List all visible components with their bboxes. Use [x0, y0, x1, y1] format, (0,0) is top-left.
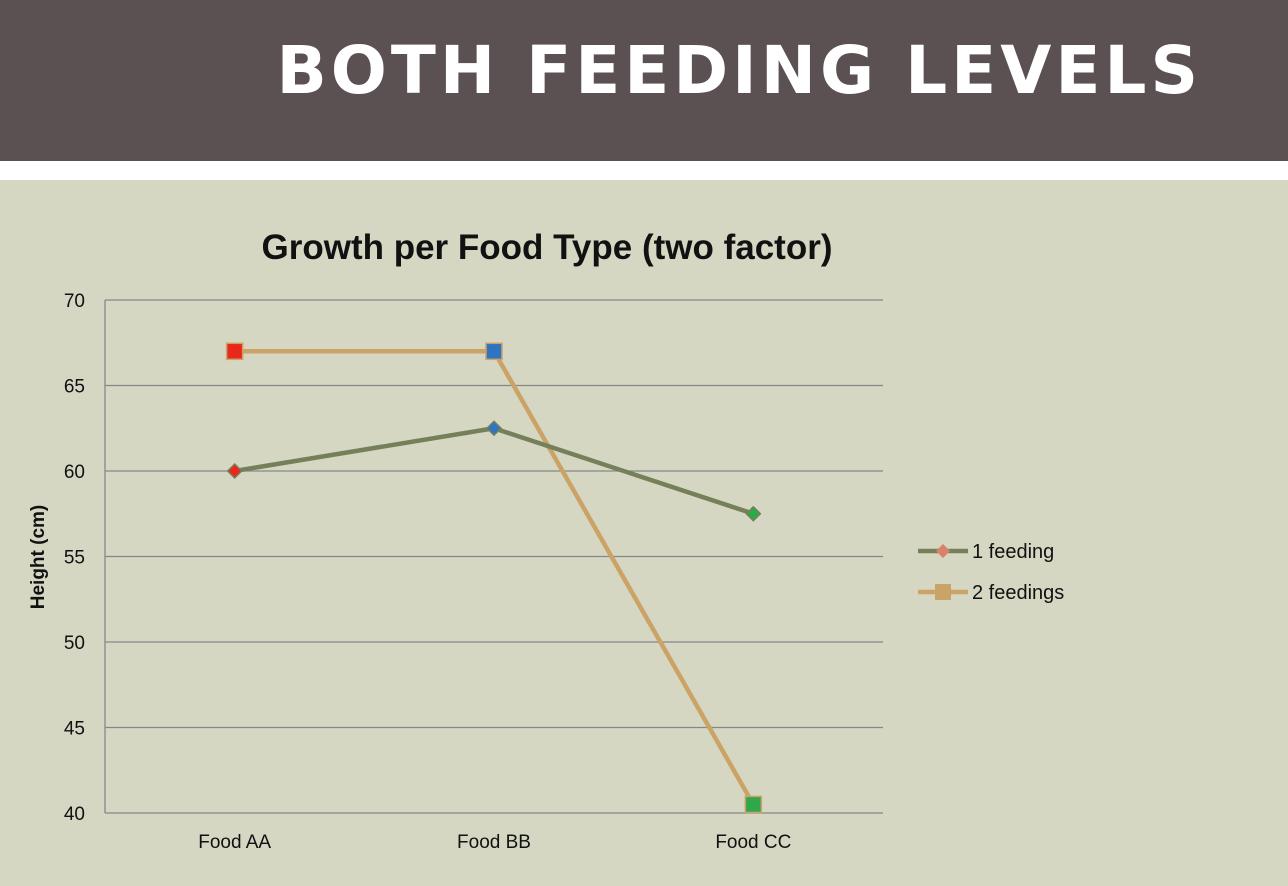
legend-marker-diamond	[936, 544, 950, 558]
y-axis-label: Height (cm)	[28, 505, 49, 610]
gridlines	[104, 299, 883, 814]
data-point-diamond	[745, 505, 762, 522]
y-tick-label: 70	[64, 291, 85, 312]
legend-marker-square	[935, 584, 951, 600]
series-group	[225, 342, 763, 814]
y-tick-label: 50	[64, 633, 85, 654]
data-point-square	[485, 342, 503, 361]
chart-title: Growth per Food Type (two factor)	[262, 228, 833, 267]
y-tick-label: 45	[64, 719, 85, 740]
legend-label: 2 feedings	[972, 582, 1064, 604]
y-tick-label: 65	[64, 377, 85, 398]
data-point-diamond	[226, 462, 243, 480]
y-tick-label: 40	[64, 804, 85, 825]
x-tick-label: Food BB	[457, 832, 531, 853]
x-tick-label: Food AA	[198, 832, 271, 853]
title-bar: BOTH FEEDING LEVELS	[0, 0, 1288, 161]
data-point-square	[225, 342, 244, 361]
divider-strip	[0, 161, 1288, 180]
legend: 1 feeding 2 feedings	[918, 541, 1064, 604]
legend-label: 1 feeding	[972, 541, 1054, 563]
x-tick-label: Food CC	[715, 832, 791, 853]
y-tick-label: 60	[64, 462, 85, 483]
y-axis-ticks: 40 45 50 55 60 65 70	[64, 291, 85, 825]
data-point-square	[744, 795, 763, 814]
data-point-diamond	[485, 420, 503, 437]
line-chart: Growth per Food Type (two factor) 40 45 50…	[28, 228, 1064, 853]
y-tick-label: 55	[64, 548, 85, 569]
x-axis-ticks: Food AA Food BB Food CC	[198, 832, 791, 853]
slide-title: BOTH FEEDING LEVELS	[276, 32, 1202, 109]
series-line-2	[234, 349, 756, 806]
chart-area: Growth per Food Type (two factor) 40 45 50…	[0, 180, 1288, 886]
